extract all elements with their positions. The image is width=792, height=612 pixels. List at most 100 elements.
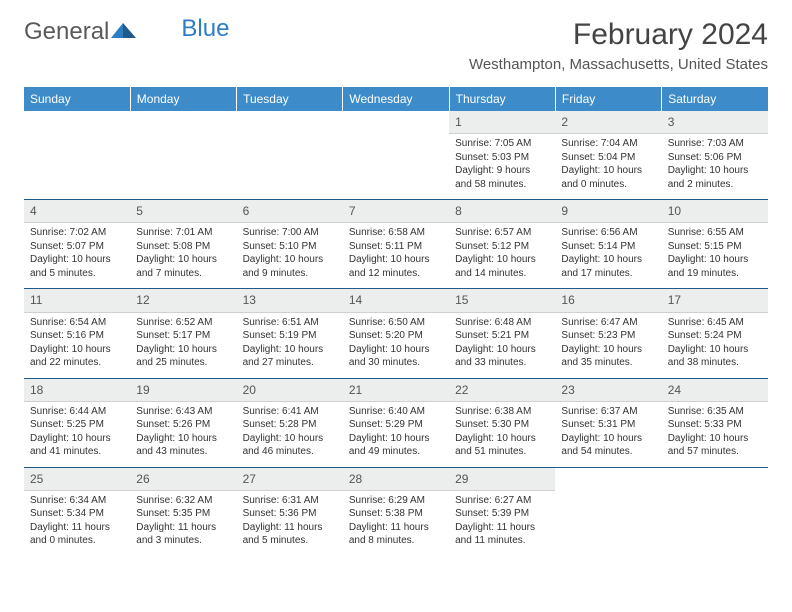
daylight-text: Daylight: 10 hours and 46 minutes. (243, 432, 337, 459)
day-body: Sunrise: 7:04 AMSunset: 5:04 PMDaylight:… (555, 134, 661, 199)
daylight-text: Daylight: 10 hours and 7 minutes. (136, 253, 230, 280)
calendar-cell: 29Sunrise: 6:27 AMSunset: 5:39 PMDayligh… (449, 467, 555, 556)
sunset-text: Sunset: 5:08 PM (136, 240, 230, 254)
daylight-text: Daylight: 10 hours and 51 minutes. (455, 432, 549, 459)
sunset-text: Sunset: 5:20 PM (349, 329, 443, 343)
calendar-table: SundayMondayTuesdayWednesdayThursdayFrid… (24, 87, 768, 556)
sunrise-text: Sunrise: 6:37 AM (561, 405, 655, 419)
sunset-text: Sunset: 5:35 PM (136, 507, 230, 521)
calendar-week-row: 11Sunrise: 6:54 AMSunset: 5:16 PMDayligh… (24, 289, 768, 378)
weekday-header: Thursday (449, 87, 555, 111)
sunrise-text: Sunrise: 6:50 AM (349, 316, 443, 330)
calendar-cell: 11Sunrise: 6:54 AMSunset: 5:16 PMDayligh… (24, 289, 130, 378)
sunrise-text: Sunrise: 6:40 AM (349, 405, 443, 419)
day-body: Sunrise: 7:03 AMSunset: 5:06 PMDaylight:… (662, 134, 768, 199)
header: General Blue February 2024 Westhampton, … (24, 18, 768, 73)
sunrise-text: Sunrise: 6:44 AM (30, 405, 124, 419)
daylight-text: Daylight: 11 hours and 11 minutes. (455, 521, 549, 548)
day-body: Sunrise: 6:27 AMSunset: 5:39 PMDaylight:… (449, 491, 555, 556)
calendar-cell: 19Sunrise: 6:43 AMSunset: 5:26 PMDayligh… (130, 378, 236, 467)
day-number: 29 (449, 468, 555, 491)
day-body: Sunrise: 7:02 AMSunset: 5:07 PMDaylight:… (24, 223, 130, 288)
day-number: 2 (555, 111, 661, 134)
daylight-text: Daylight: 10 hours and 49 minutes. (349, 432, 443, 459)
sunrise-text: Sunrise: 6:43 AM (136, 405, 230, 419)
calendar-cell: 3Sunrise: 7:03 AMSunset: 5:06 PMDaylight… (662, 111, 768, 200)
day-body: Sunrise: 7:05 AMSunset: 5:03 PMDaylight:… (449, 134, 555, 199)
weekday-header: Tuesday (237, 87, 343, 111)
day-number: 11 (24, 289, 130, 312)
day-body: Sunrise: 6:31 AMSunset: 5:36 PMDaylight:… (237, 491, 343, 556)
calendar-cell: 28Sunrise: 6:29 AMSunset: 5:38 PMDayligh… (343, 467, 449, 556)
sunset-text: Sunset: 5:25 PM (30, 418, 124, 432)
day-number: 25 (24, 468, 130, 491)
sunset-text: Sunset: 5:10 PM (243, 240, 337, 254)
calendar-cell (555, 467, 661, 556)
day-body: Sunrise: 6:47 AMSunset: 5:23 PMDaylight:… (555, 313, 661, 378)
sunset-text: Sunset: 5:14 PM (561, 240, 655, 254)
sunrise-text: Sunrise: 6:31 AM (243, 494, 337, 508)
sunset-text: Sunset: 5:26 PM (136, 418, 230, 432)
day-body: Sunrise: 6:58 AMSunset: 5:11 PMDaylight:… (343, 223, 449, 288)
day-body: Sunrise: 6:57 AMSunset: 5:12 PMDaylight:… (449, 223, 555, 288)
calendar-cell: 16Sunrise: 6:47 AMSunset: 5:23 PMDayligh… (555, 289, 661, 378)
calendar-cell (237, 111, 343, 200)
sunrise-text: Sunrise: 6:27 AM (455, 494, 549, 508)
daylight-text: Daylight: 10 hours and 22 minutes. (30, 343, 124, 370)
logo-text-part1: General (24, 18, 109, 46)
sunset-text: Sunset: 5:12 PM (455, 240, 549, 254)
sunrise-text: Sunrise: 7:04 AM (561, 137, 655, 151)
day-body: Sunrise: 7:01 AMSunset: 5:08 PMDaylight:… (130, 223, 236, 288)
day-number: 26 (130, 468, 236, 491)
daylight-text: Daylight: 10 hours and 0 minutes. (561, 164, 655, 191)
day-number: 24 (662, 379, 768, 402)
sunset-text: Sunset: 5:17 PM (136, 329, 230, 343)
day-number: 7 (343, 200, 449, 223)
sunset-text: Sunset: 5:03 PM (455, 151, 549, 165)
sunset-text: Sunset: 5:33 PM (668, 418, 762, 432)
sunrise-text: Sunrise: 6:34 AM (30, 494, 124, 508)
location: Westhampton, Massachusetts, United State… (469, 56, 768, 73)
calendar-cell (130, 111, 236, 200)
sunrise-text: Sunrise: 6:48 AM (455, 316, 549, 330)
calendar-cell: 9Sunrise: 6:56 AMSunset: 5:14 PMDaylight… (555, 200, 661, 289)
daylight-text: Daylight: 10 hours and 12 minutes. (349, 253, 443, 280)
sunset-text: Sunset: 5:23 PM (561, 329, 655, 343)
day-number: 1 (449, 111, 555, 134)
sunset-text: Sunset: 5:31 PM (561, 418, 655, 432)
daylight-text: Daylight: 10 hours and 25 minutes. (136, 343, 230, 370)
calendar-cell: 2Sunrise: 7:04 AMSunset: 5:04 PMDaylight… (555, 111, 661, 200)
daylight-text: Daylight: 10 hours and 33 minutes. (455, 343, 549, 370)
calendar-cell: 27Sunrise: 6:31 AMSunset: 5:36 PMDayligh… (237, 467, 343, 556)
weekday-header: Friday (555, 87, 661, 111)
calendar-week-row: 25Sunrise: 6:34 AMSunset: 5:34 PMDayligh… (24, 467, 768, 556)
sunset-text: Sunset: 5:38 PM (349, 507, 443, 521)
sunrise-text: Sunrise: 6:41 AM (243, 405, 337, 419)
calendar-cell: 10Sunrise: 6:55 AMSunset: 5:15 PMDayligh… (662, 200, 768, 289)
sunset-text: Sunset: 5:11 PM (349, 240, 443, 254)
sunrise-text: Sunrise: 6:47 AM (561, 316, 655, 330)
sunrise-text: Sunrise: 6:54 AM (30, 316, 124, 330)
calendar-week-row: 4Sunrise: 7:02 AMSunset: 5:07 PMDaylight… (24, 200, 768, 289)
day-body: Sunrise: 6:44 AMSunset: 5:25 PMDaylight:… (24, 402, 130, 467)
day-body: Sunrise: 6:34 AMSunset: 5:34 PMDaylight:… (24, 491, 130, 556)
sunset-text: Sunset: 5:15 PM (668, 240, 762, 254)
daylight-text: Daylight: 10 hours and 41 minutes. (30, 432, 124, 459)
day-body: Sunrise: 6:40 AMSunset: 5:29 PMDaylight:… (343, 402, 449, 467)
calendar-cell: 22Sunrise: 6:38 AMSunset: 5:30 PMDayligh… (449, 378, 555, 467)
day-number: 27 (237, 468, 343, 491)
day-number: 22 (449, 379, 555, 402)
day-body: Sunrise: 6:35 AMSunset: 5:33 PMDaylight:… (662, 402, 768, 467)
day-number: 5 (130, 200, 236, 223)
day-number: 23 (555, 379, 661, 402)
weekday-header: Wednesday (343, 87, 449, 111)
sunset-text: Sunset: 5:21 PM (455, 329, 549, 343)
calendar-cell: 7Sunrise: 6:58 AMSunset: 5:11 PMDaylight… (343, 200, 449, 289)
calendar-cell (24, 111, 130, 200)
day-body: Sunrise: 6:51 AMSunset: 5:19 PMDaylight:… (237, 313, 343, 378)
day-body: Sunrise: 6:32 AMSunset: 5:35 PMDaylight:… (130, 491, 236, 556)
sunrise-text: Sunrise: 6:29 AM (349, 494, 443, 508)
day-body: Sunrise: 6:56 AMSunset: 5:14 PMDaylight:… (555, 223, 661, 288)
calendar-cell: 4Sunrise: 7:02 AMSunset: 5:07 PMDaylight… (24, 200, 130, 289)
sunset-text: Sunset: 5:04 PM (561, 151, 655, 165)
